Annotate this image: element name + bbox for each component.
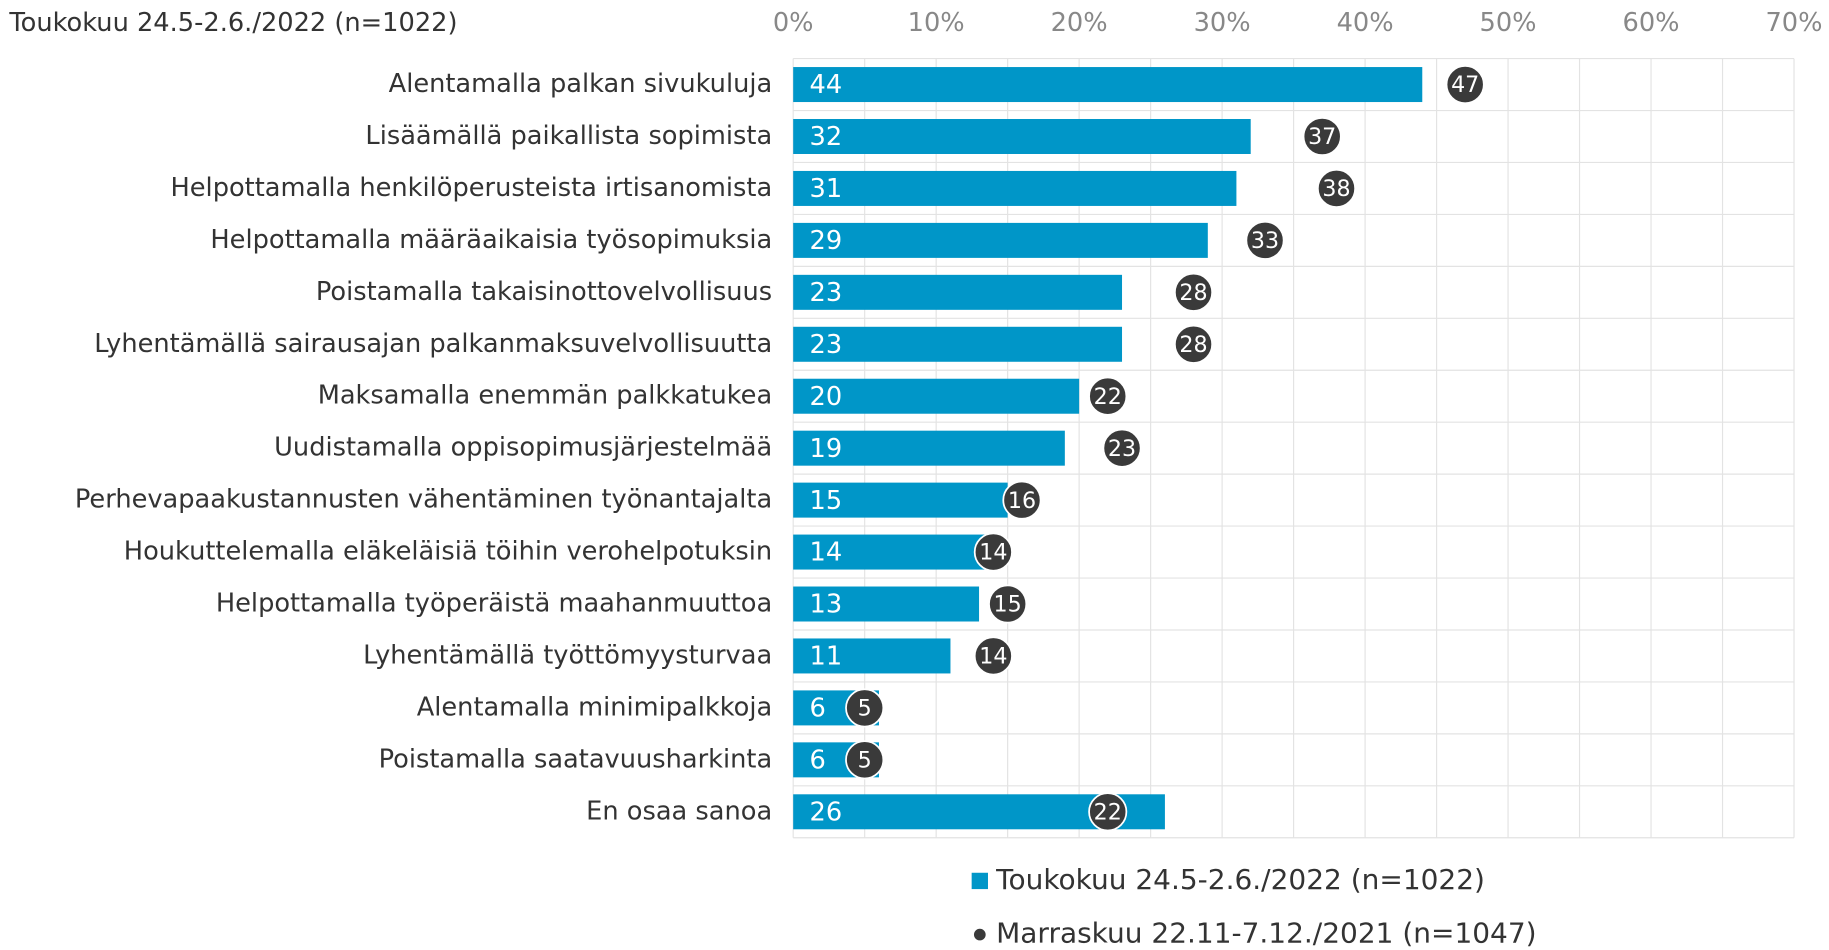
bar-label: 6 bbox=[810, 746, 826, 776]
dot bbox=[1173, 324, 1214, 364]
x-tick-label: 20% bbox=[1051, 8, 1108, 38]
dot bbox=[988, 584, 1028, 624]
bar bbox=[793, 67, 1423, 103]
dot-label: 22 bbox=[1094, 384, 1122, 410]
dot bbox=[1445, 65, 1485, 105]
chart-title: Toukokuu 24.5-2.6./2022 (n=1022) bbox=[8, 8, 457, 38]
dot-label: 47 bbox=[1451, 72, 1479, 98]
y-tick-label: Helpottamalla työperäistä maahanmuuttoa bbox=[216, 589, 772, 619]
bar-label: 15 bbox=[810, 486, 843, 516]
dot bbox=[1245, 220, 1285, 260]
bar bbox=[793, 430, 1065, 466]
bar-label: 44 bbox=[810, 70, 843, 100]
dot bbox=[845, 688, 885, 728]
y-tick-label: Lyhentämällä sairausajan palkanmaksuvelv… bbox=[94, 329, 772, 359]
bar-label: 26 bbox=[810, 797, 843, 827]
bar-label: 32 bbox=[810, 122, 843, 152]
y-tick-label: Uudistamalla oppisopimusjärjestelmää bbox=[274, 433, 772, 463]
y-tick-label: Lyhentämällä työttömyysturvaa bbox=[363, 640, 772, 670]
dot bbox=[1173, 272, 1214, 312]
dot-label: 33 bbox=[1251, 228, 1279, 254]
dot-label: 16 bbox=[1008, 488, 1036, 514]
y-tick-label: Perhevapaakustannusten vähentäminen työn… bbox=[75, 485, 772, 515]
dot-label: 5 bbox=[858, 696, 872, 722]
bar bbox=[793, 170, 1237, 206]
bar bbox=[793, 586, 980, 622]
x-tick-label: 40% bbox=[1337, 8, 1394, 38]
dot-label: 5 bbox=[858, 748, 872, 774]
dot bbox=[1002, 480, 1042, 520]
bar bbox=[793, 534, 994, 570]
dot-label: 14 bbox=[979, 540, 1007, 566]
x-tick-label: 50% bbox=[1480, 8, 1537, 38]
dot-label: 28 bbox=[1179, 280, 1207, 306]
dot bbox=[973, 636, 1013, 676]
x-tick-label: 30% bbox=[1194, 8, 1251, 38]
y-tick-label: Houkuttelemalla eläkeläisiä töihin veroh… bbox=[124, 537, 772, 567]
bar bbox=[793, 482, 1008, 518]
bar bbox=[793, 638, 951, 674]
y-tick-label: Maksamalla enemmän palkkatukea bbox=[318, 381, 773, 411]
legend-label: Marraskuu 22.11-7.12./2021 (n=1047) bbox=[996, 917, 1536, 950]
legend-label: Toukokuu 24.5-2.6./2022 (n=1022) bbox=[995, 863, 1485, 896]
bar-label: 19 bbox=[810, 434, 843, 464]
dot bbox=[1316, 168, 1357, 208]
legend-swatch bbox=[973, 928, 986, 941]
bar bbox=[793, 118, 1251, 154]
bar bbox=[793, 222, 1208, 258]
y-tick-label: Alentamalla palkan sivukuluja bbox=[389, 69, 773, 99]
dot bbox=[845, 740, 885, 780]
y-tick-label: Poistamalla saatavuusharkinta bbox=[379, 744, 773, 774]
dot-label: 15 bbox=[994, 592, 1022, 618]
bar bbox=[793, 274, 1123, 310]
bar bbox=[793, 378, 1080, 414]
bar-label: 23 bbox=[810, 278, 843, 308]
dot-label: 23 bbox=[1108, 436, 1136, 462]
y-tick-label: En osaa sanoa bbox=[586, 796, 772, 826]
bar-label: 31 bbox=[810, 174, 843, 204]
x-tick-label: 60% bbox=[1623, 8, 1680, 38]
y-tick-label: Alentamalla minimipalkkoja bbox=[417, 692, 772, 722]
bar-label: 6 bbox=[810, 694, 826, 724]
dot-label: 22 bbox=[1094, 799, 1122, 825]
bar-label: 20 bbox=[810, 382, 843, 412]
dot bbox=[973, 532, 1013, 572]
legend-swatch bbox=[971, 872, 988, 890]
dot-label: 38 bbox=[1322, 176, 1350, 202]
dot bbox=[1302, 116, 1342, 157]
dot-label: 28 bbox=[1179, 332, 1207, 358]
bar-label: 23 bbox=[810, 330, 843, 360]
bar bbox=[793, 326, 1123, 362]
y-tick-label: Lisäämällä paikallista sopimista bbox=[365, 121, 772, 151]
x-tick-label: 70% bbox=[1765, 8, 1822, 38]
y-tick-label: Helpottamalla henkilöperusteista irtisan… bbox=[170, 173, 772, 203]
y-tick-label: Poistamalla takaisinottovelvollisuus bbox=[316, 277, 772, 307]
dot bbox=[1102, 428, 1142, 468]
x-tick-label: 0% bbox=[773, 8, 814, 38]
bar-label: 13 bbox=[810, 590, 843, 620]
dot bbox=[1088, 376, 1128, 416]
dot-label: 37 bbox=[1308, 124, 1336, 150]
bar-label: 14 bbox=[810, 538, 843, 568]
y-tick-label: Helpottamalla määräaikaisia työsopimuksi… bbox=[210, 225, 772, 255]
dot bbox=[1088, 792, 1128, 832]
bar-label: 11 bbox=[810, 642, 843, 672]
bar-label: 29 bbox=[810, 226, 843, 256]
x-tick-label: 10% bbox=[908, 8, 965, 38]
dot-label: 14 bbox=[979, 644, 1007, 670]
